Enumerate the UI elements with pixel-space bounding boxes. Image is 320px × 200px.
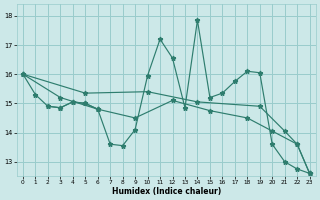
X-axis label: Humidex (Indice chaleur): Humidex (Indice chaleur) bbox=[112, 187, 221, 196]
